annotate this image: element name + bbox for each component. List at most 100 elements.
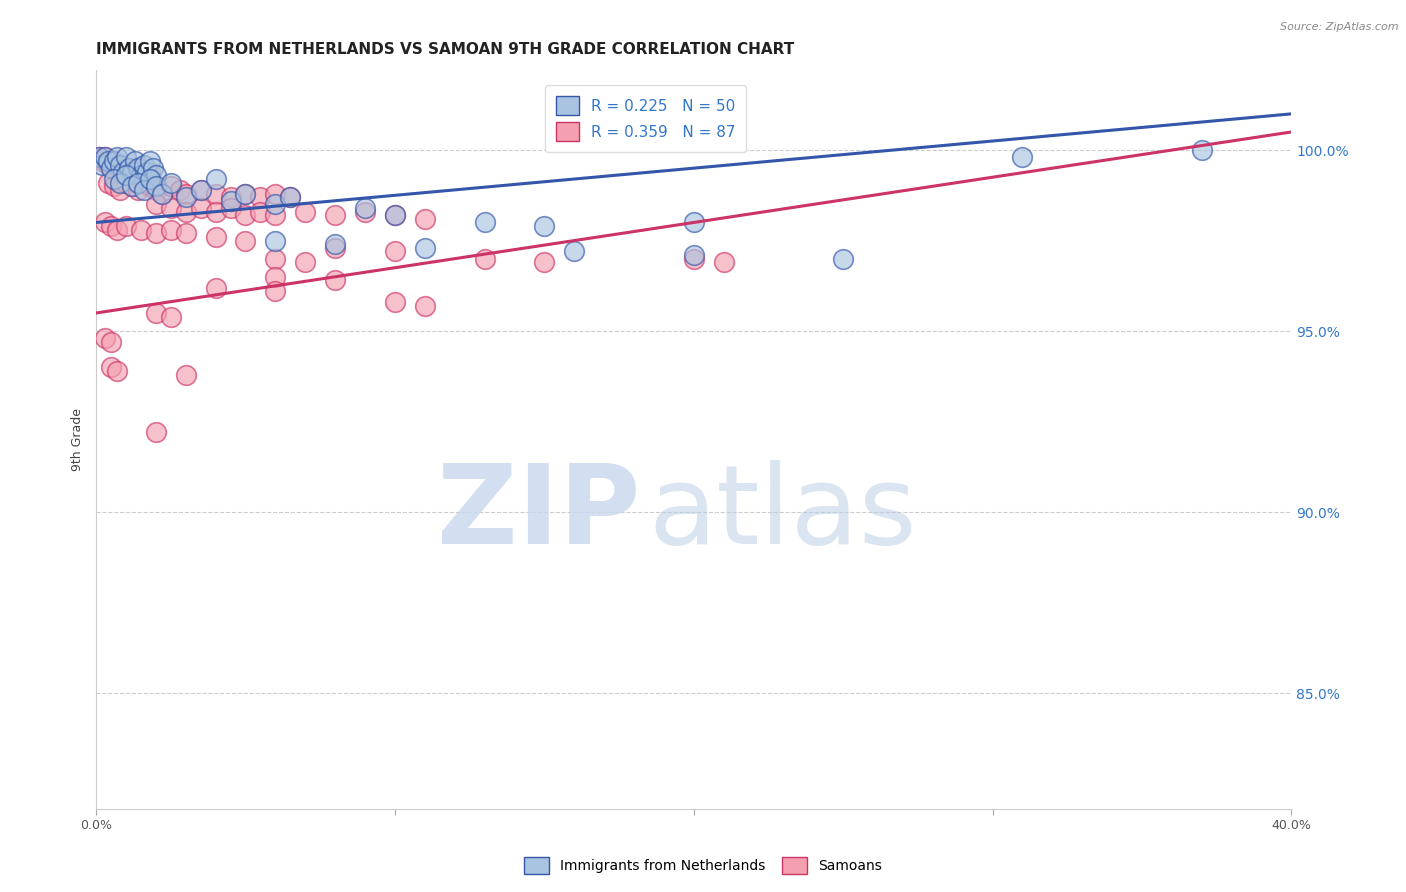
Point xyxy=(118,165,141,179)
Point xyxy=(145,169,167,183)
Point xyxy=(97,176,120,190)
Point xyxy=(115,176,138,190)
Point xyxy=(115,219,138,233)
Point xyxy=(204,204,226,219)
Legend: R = 0.225   N = 50, R = 0.359   N = 87: R = 0.225 N = 50, R = 0.359 N = 87 xyxy=(546,86,747,152)
Point xyxy=(135,169,157,183)
Point xyxy=(97,157,120,171)
Point xyxy=(129,223,152,237)
Point xyxy=(474,252,496,266)
Text: atlas: atlas xyxy=(648,460,917,567)
Point xyxy=(100,334,122,349)
Point xyxy=(384,208,406,222)
Text: ZIP: ZIP xyxy=(436,460,640,567)
Point xyxy=(278,190,301,204)
Point xyxy=(115,161,138,176)
Point xyxy=(159,179,181,194)
Point xyxy=(100,153,122,168)
Point xyxy=(145,306,167,320)
Point xyxy=(219,201,242,215)
Point xyxy=(682,252,704,266)
Point xyxy=(135,165,157,179)
Point xyxy=(121,179,143,194)
Y-axis label: 9th Grade: 9th Grade xyxy=(72,409,84,471)
Point xyxy=(190,201,212,215)
Point xyxy=(1011,150,1033,164)
Point xyxy=(384,208,406,222)
Point xyxy=(145,425,167,440)
Point xyxy=(323,208,346,222)
Point xyxy=(169,183,191,197)
Point xyxy=(264,269,287,284)
Point xyxy=(159,310,181,324)
Point xyxy=(682,248,704,262)
Point xyxy=(108,157,131,171)
Point xyxy=(204,186,226,201)
Point xyxy=(219,194,242,208)
Point xyxy=(127,161,149,176)
Point xyxy=(235,186,257,201)
Point xyxy=(139,165,162,179)
Point xyxy=(278,190,301,204)
Point xyxy=(204,172,226,186)
Point xyxy=(682,215,704,229)
Point xyxy=(100,161,122,176)
Point xyxy=(121,165,143,179)
Point xyxy=(100,360,122,375)
Point xyxy=(118,161,141,176)
Point xyxy=(127,183,149,197)
Point xyxy=(1191,143,1213,157)
Point xyxy=(264,252,287,266)
Point xyxy=(132,176,155,190)
Point xyxy=(132,165,155,179)
Point xyxy=(323,241,346,255)
Point xyxy=(264,208,287,222)
Point xyxy=(533,255,555,269)
Point xyxy=(91,153,114,168)
Point xyxy=(124,153,146,168)
Point xyxy=(103,161,125,176)
Point xyxy=(264,186,287,201)
Point xyxy=(129,172,152,186)
Point xyxy=(150,186,173,201)
Point xyxy=(105,150,128,164)
Point xyxy=(103,153,125,168)
Point xyxy=(121,169,143,183)
Point xyxy=(103,172,125,186)
Point xyxy=(159,223,181,237)
Point xyxy=(97,153,120,168)
Point xyxy=(91,157,114,171)
Point xyxy=(235,208,257,222)
Point xyxy=(832,252,855,266)
Point xyxy=(533,219,555,233)
Point xyxy=(323,237,346,252)
Point xyxy=(249,190,271,204)
Point xyxy=(235,234,257,248)
Point xyxy=(264,197,287,211)
Point xyxy=(235,186,257,201)
Text: IMMIGRANTS FROM NETHERLANDS VS SAMOAN 9TH GRADE CORRELATION CHART: IMMIGRANTS FROM NETHERLANDS VS SAMOAN 9T… xyxy=(96,42,794,57)
Point xyxy=(105,223,128,237)
Point xyxy=(384,244,406,259)
Point xyxy=(94,215,117,229)
Point xyxy=(204,230,226,244)
Point xyxy=(108,176,131,190)
Point xyxy=(111,169,134,183)
Point xyxy=(294,255,316,269)
Point xyxy=(115,169,138,183)
Point xyxy=(142,161,165,176)
Point xyxy=(413,299,436,313)
Point xyxy=(105,364,128,378)
Point xyxy=(413,211,436,226)
Point xyxy=(129,169,152,183)
Text: Source: ZipAtlas.com: Source: ZipAtlas.com xyxy=(1281,22,1399,32)
Point xyxy=(159,176,181,190)
Point xyxy=(384,295,406,310)
Point xyxy=(413,241,436,255)
Point xyxy=(127,176,149,190)
Point xyxy=(174,204,197,219)
Point xyxy=(150,186,173,201)
Point xyxy=(474,215,496,229)
Point xyxy=(174,190,197,204)
Point xyxy=(264,234,287,248)
